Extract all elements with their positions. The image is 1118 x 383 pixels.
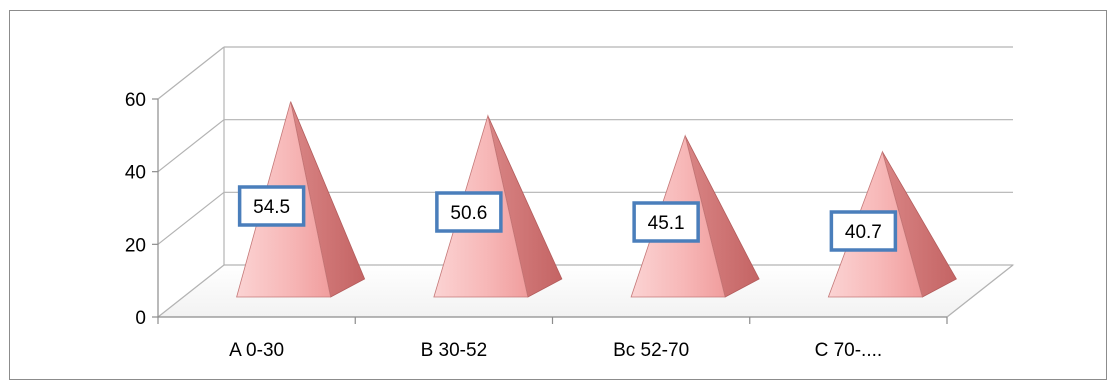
data-label-4: 40.7 [829, 210, 898, 252]
data-label-box [632, 201, 700, 243]
data-label-box [829, 210, 898, 252]
gridline-side [157, 119, 225, 173]
data-label-box [237, 185, 306, 227]
x-tick-label: B 30-52 [421, 340, 488, 361]
floor-right-edge [946, 264, 1014, 318]
data-label-value: 40.7 [845, 222, 882, 243]
y-tick-label: 0 [135, 308, 146, 329]
y-axis: 0 20 40 60 [125, 90, 159, 329]
data-labels: 54.5 50.6 45.1 40.7 [237, 185, 898, 252]
data-label-value: 45.1 [648, 213, 685, 234]
chart-walls [156, 47, 1015, 318]
data-label-1: 54.5 [237, 185, 306, 227]
gridline-side [157, 264, 225, 318]
data-label-box [435, 191, 503, 233]
x-axis: A 0-30 B 30-52 Bc 52-70 C 70-.... [157, 316, 948, 361]
data-label-value: 50.6 [450, 203, 487, 224]
y-tick-label: 20 [125, 235, 146, 256]
y-tick-label: 40 [125, 163, 146, 184]
y-tick-label: 60 [125, 90, 146, 111]
data-label-value: 54.5 [253, 197, 290, 218]
x-tick-label: C 70-.... [815, 340, 883, 361]
x-tick-label: A 0-30 [229, 340, 284, 361]
data-label-3: 45.1 [632, 201, 700, 243]
chart-side-wall [158, 47, 224, 317]
gridline-side [157, 46, 225, 100]
gridline-side [157, 191, 225, 245]
data-label-2: 50.6 [435, 191, 503, 233]
x-tick-label: Bc 52-70 [613, 340, 689, 361]
